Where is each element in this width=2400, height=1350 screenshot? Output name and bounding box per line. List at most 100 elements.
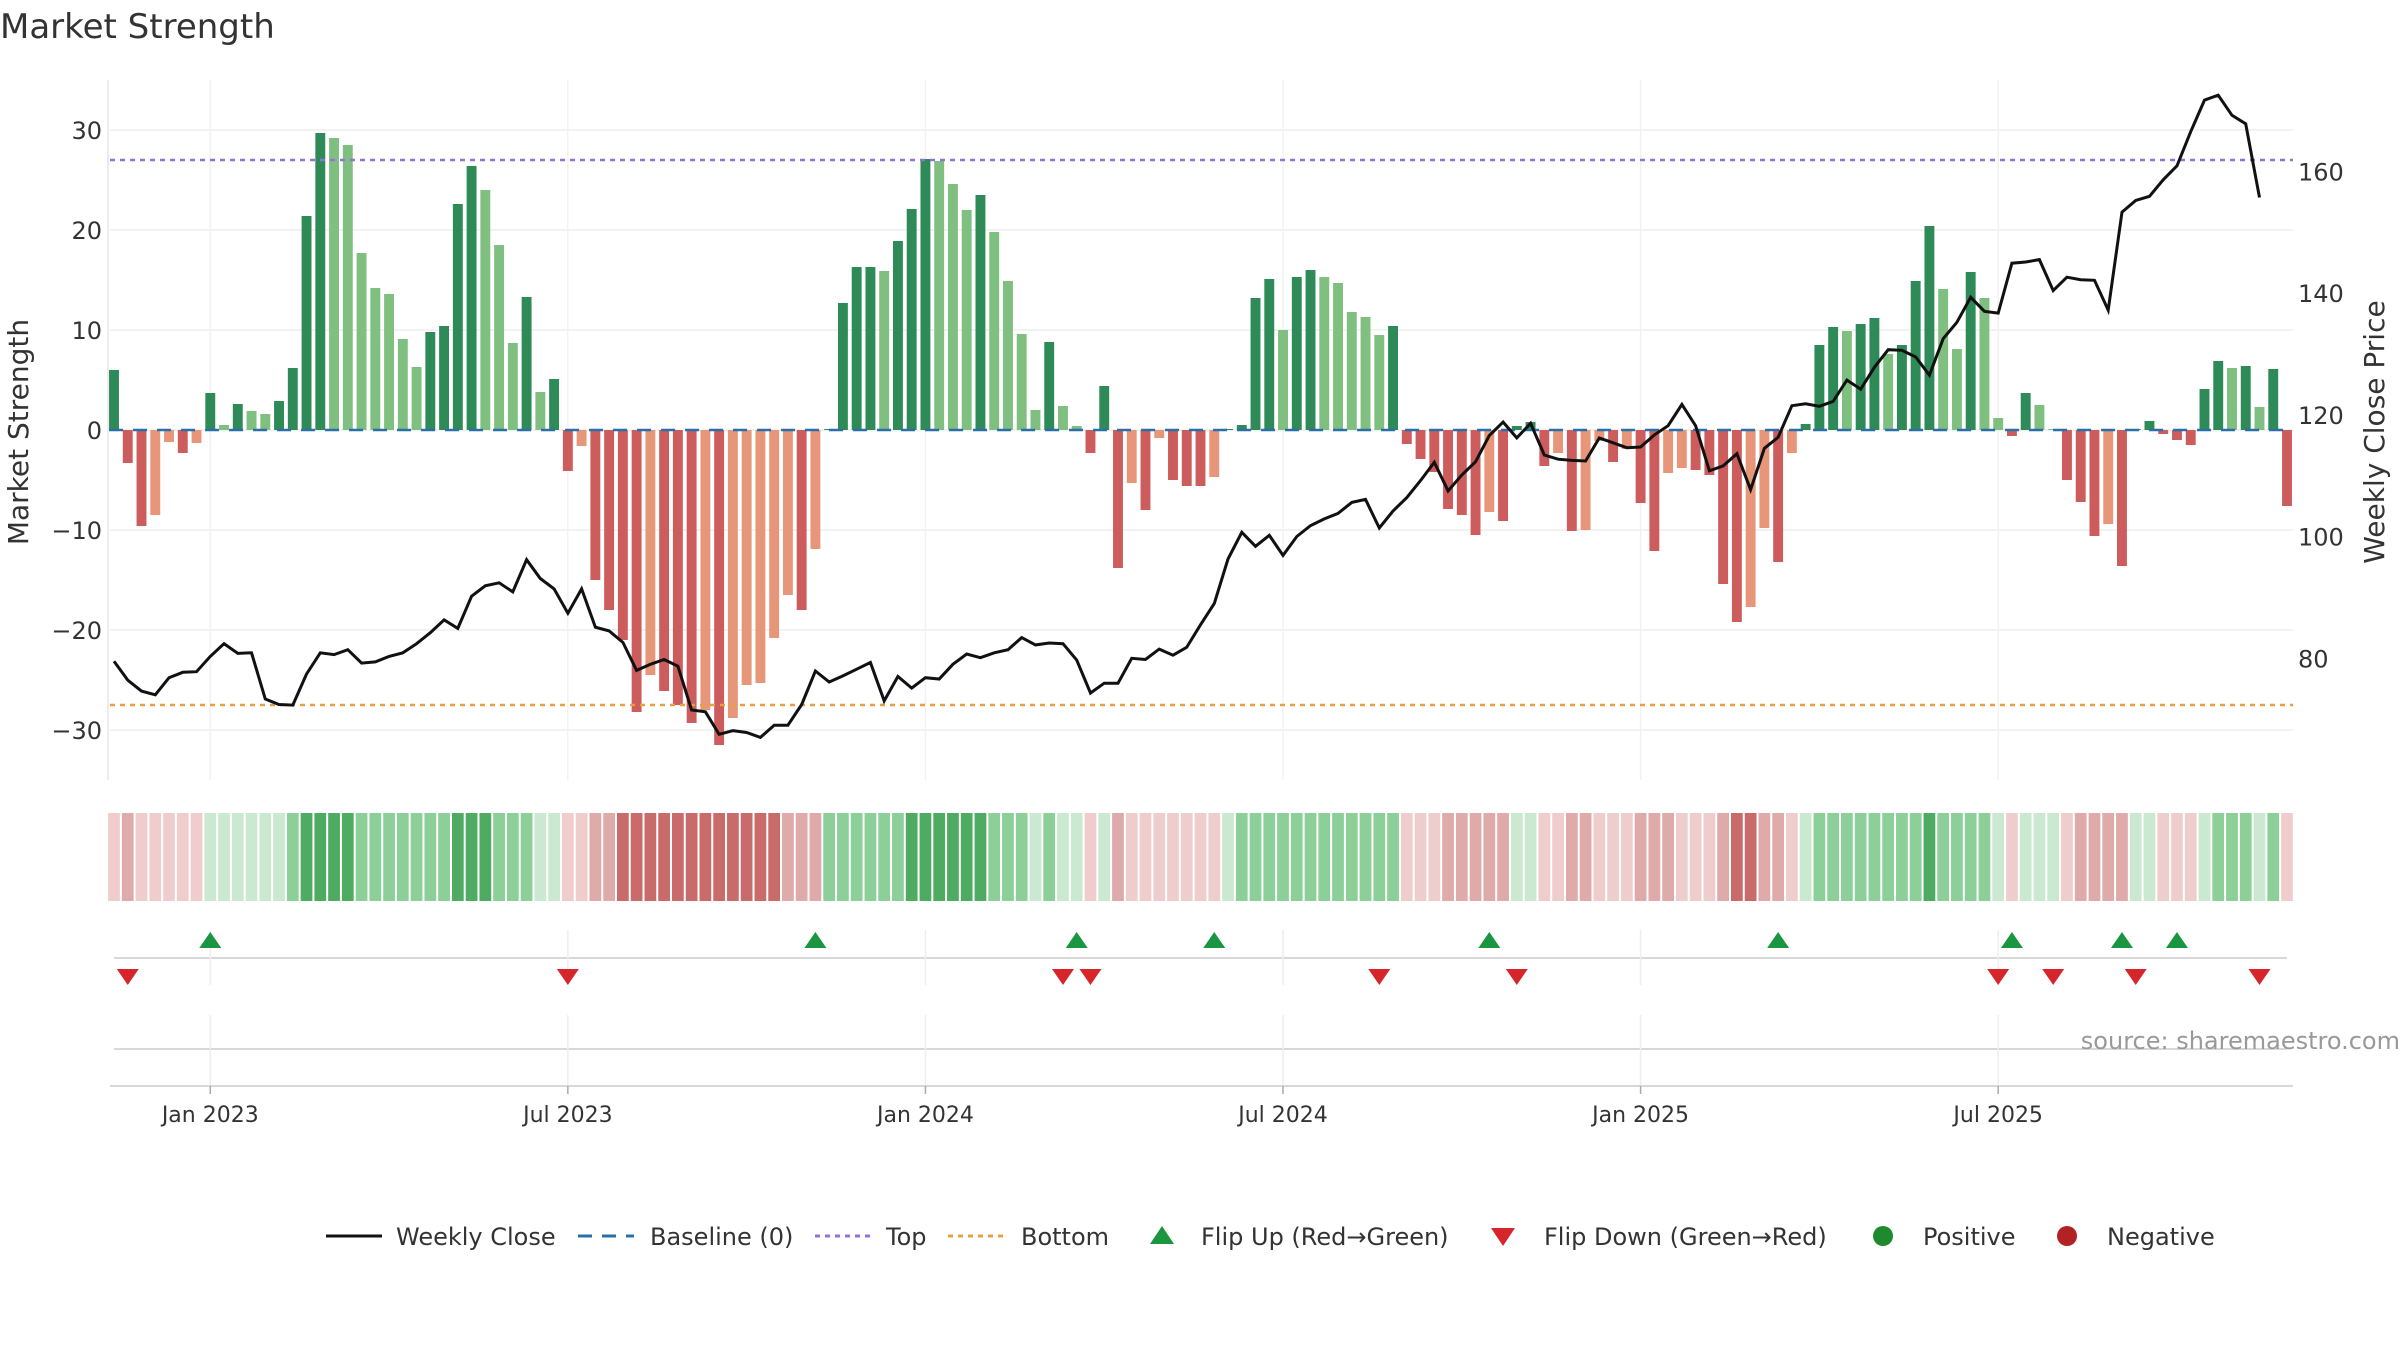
left-tick-label: 30: [71, 117, 102, 145]
strength-bar: [604, 430, 615, 610]
strength-bar: [810, 430, 821, 549]
heat-cell: [231, 813, 244, 901]
right-tick-label: 140: [2298, 280, 2344, 308]
strength-bar: [1965, 272, 1976, 430]
heat-cell: [2116, 813, 2128, 901]
heat-cell: [782, 813, 794, 901]
strength-bar: [1470, 430, 1481, 535]
heat-cell: [548, 813, 560, 901]
legend-label: Flip Down (Green→Red): [1544, 1223, 1827, 1251]
heat-cell: [1139, 813, 1152, 901]
strength-bar: [961, 210, 972, 430]
flip-up-marker: [199, 932, 222, 948]
strength-bar: [521, 297, 532, 430]
heat-cell: [2226, 813, 2238, 901]
strength-bar: [260, 414, 271, 430]
heat-cell: [1249, 813, 1262, 901]
heat-cell: [1896, 813, 1908, 901]
strength-bar: [1869, 318, 1880, 430]
strength-bar: [1745, 430, 1756, 607]
strength-bar: [370, 288, 381, 430]
strength-bar: [645, 430, 656, 675]
strength-bar: [1360, 317, 1371, 430]
heat-cell: [727, 813, 739, 901]
strength-bar: [1071, 426, 1082, 430]
strength-bar: [1374, 335, 1385, 430]
heat-cell: [2171, 813, 2183, 901]
strength-bar: [2144, 421, 2155, 430]
strength-bar: [755, 430, 766, 683]
strength-bar: [507, 343, 518, 430]
heat-cell: [892, 813, 904, 901]
heat-cell: [1703, 813, 1716, 901]
heat-cell: [1675, 813, 1688, 901]
heat-cell: [1538, 813, 1551, 901]
heat-cell: [1634, 813, 1647, 901]
strength-bar: [329, 138, 340, 430]
strength-bar: [2227, 368, 2237, 430]
strength-bar: [562, 430, 573, 471]
heat-cell: [823, 813, 836, 901]
heat-cell: [328, 813, 340, 901]
strength-bar: [549, 379, 560, 430]
left-tick-label: −10: [51, 517, 102, 545]
strength-bar: [1608, 430, 1619, 462]
strength-bar: [1786, 430, 1797, 453]
left-tick-label: 0: [87, 417, 102, 445]
strength-bar: [1154, 430, 1165, 438]
heat-cell: [1909, 813, 1922, 901]
strength-bar: [1443, 430, 1454, 509]
strength-bar: [1264, 279, 1275, 430]
strength-bar: [150, 430, 161, 515]
heat-cell: [1662, 813, 1674, 901]
heat-cell: [1593, 813, 1606, 901]
heat-cell: [1002, 813, 1014, 901]
strength-bar: [892, 241, 903, 430]
strength-bar: [1663, 430, 1674, 473]
strength-bar: [796, 430, 807, 610]
heat-cell: [1125, 813, 1138, 901]
strength-bar: [301, 216, 312, 430]
heat-cell: [589, 813, 602, 901]
strength-bar: [714, 430, 725, 745]
weekly-close-line: [112, 93, 2261, 740]
strength-bar: [837, 303, 848, 430]
x-tick-label: Jan 2025: [1590, 1103, 1689, 1128]
heat-cell: [1332, 813, 1344, 901]
heat-cell: [1084, 813, 1097, 901]
legend-label: Baseline (0): [650, 1223, 793, 1251]
x-tick-label: Jul 2024: [1236, 1103, 1328, 1128]
strength-bar: [1484, 430, 1495, 512]
strength-bar: [1855, 324, 1866, 430]
legend-label: Top: [885, 1223, 927, 1251]
flip-down-marker: [2124, 969, 2147, 985]
heat-cell: [919, 813, 932, 901]
heat-cell: [1290, 813, 1303, 901]
heat-cell: [108, 813, 120, 901]
heat-cell: [121, 813, 134, 901]
strength-bar: [1993, 418, 2004, 430]
strength-bar: [1731, 430, 1742, 622]
x-tick-label: Jan 2024: [875, 1103, 974, 1128]
strength-bar: [2103, 430, 2114, 524]
strength-bar: [274, 401, 284, 430]
heat-cell: [1359, 813, 1372, 901]
heat-cell: [2102, 813, 2115, 901]
heat-cell: [1510, 813, 1523, 901]
heat-cell: [424, 813, 437, 901]
strength-bar: [1346, 312, 1357, 430]
heat-cell: [1112, 813, 1124, 901]
heat-cell: [1620, 813, 1633, 901]
heat-cell: [506, 813, 519, 901]
strength-bar: [1319, 277, 1330, 430]
strength-bar: [1016, 334, 1027, 430]
strength-bar: [906, 209, 917, 430]
strength-bar: [1168, 430, 1178, 480]
strength-bar: [1209, 430, 1220, 477]
flip-up-marker: [1065, 932, 1088, 948]
strength-bar: [494, 245, 505, 430]
reference-lines: [110, 158, 2293, 707]
strength-bar: [2117, 430, 2127, 566]
heat-cell: [273, 813, 285, 901]
x-tick-label: Jul 2023: [521, 1103, 613, 1128]
